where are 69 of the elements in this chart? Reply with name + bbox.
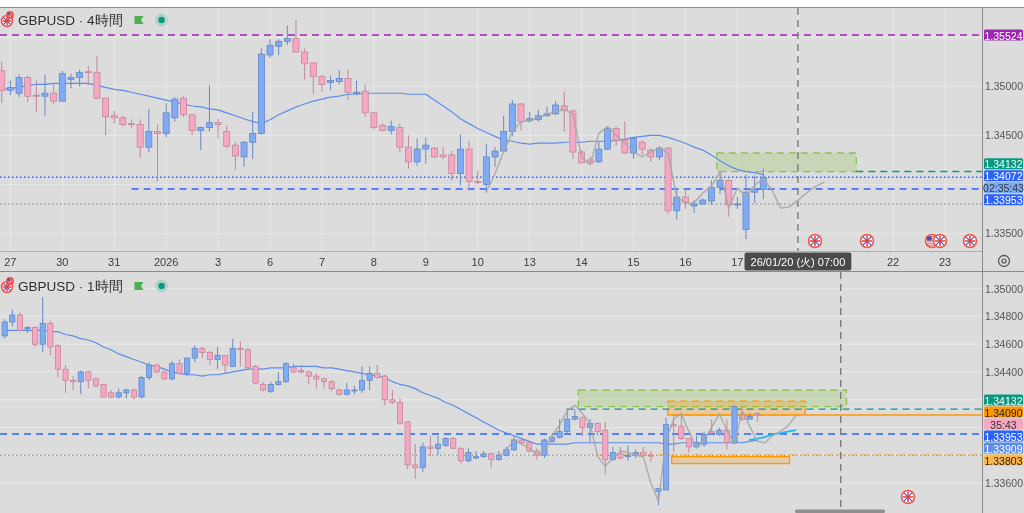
x-tick-label: 31 xyxy=(108,255,121,268)
x-tick-label: 7 xyxy=(318,255,325,268)
text: GBPUSD · 1時間 xyxy=(18,279,123,294)
candlestick xyxy=(681,188,689,210)
y-tick-label: 1.34500 xyxy=(985,129,1024,142)
candlestick xyxy=(344,69,352,101)
x-tick-label: 27 xyxy=(4,255,17,268)
x-tick-label: 8 xyxy=(370,255,377,268)
x-tick-label: 10 xyxy=(471,255,484,268)
ref-line-label: 1.33803 xyxy=(984,454,1023,467)
candlestick xyxy=(16,311,23,333)
candlestick xyxy=(517,102,525,131)
x-tick-label: 2026 xyxy=(153,255,179,268)
candlestick xyxy=(154,124,161,182)
candlestick xyxy=(647,450,654,463)
candlestick xyxy=(32,80,40,113)
y-tick-label: 1.34800 xyxy=(985,310,1024,323)
candlestick xyxy=(214,118,222,139)
candlestick xyxy=(229,338,236,367)
ref-line-label: 1.33953 xyxy=(984,430,1023,443)
x-tick-label: 22 xyxy=(887,255,900,268)
candlestick xyxy=(136,119,144,159)
candlestick xyxy=(419,442,426,473)
x-tick-label: 26/01/20 (火) 07:00 xyxy=(750,255,846,268)
candlestick xyxy=(50,82,58,105)
text: 1.33909 xyxy=(984,442,1023,455)
x-tick-label: 14 xyxy=(575,255,588,268)
ref-line-label: 1.34132 xyxy=(984,158,1023,171)
candlestick xyxy=(145,108,153,153)
candlestick xyxy=(0,61,6,104)
candlestick xyxy=(39,296,46,354)
candlestick xyxy=(24,75,32,103)
candlestick xyxy=(206,84,213,132)
candlestick xyxy=(579,415,586,437)
x-tick-label: 15 xyxy=(627,255,640,268)
candlestick xyxy=(673,189,681,221)
candlestick xyxy=(32,325,39,348)
text: 35:43 xyxy=(990,418,1017,431)
y-tick-label: 1.33600 xyxy=(985,477,1024,490)
x-tick-label: 9 xyxy=(422,255,429,268)
ref-line-label: 1.34072 xyxy=(984,170,1023,183)
x-tick-label: 17 xyxy=(731,255,744,268)
candlestick xyxy=(214,346,221,370)
chart-title: GBPUSD · 4時間 xyxy=(18,13,123,28)
text: 02:35:43 xyxy=(983,182,1024,195)
candlestick xyxy=(283,25,291,46)
y-tick-label: 1.34400 xyxy=(985,365,1024,378)
candlestick xyxy=(222,354,229,374)
candlestick xyxy=(231,141,239,171)
ref-line-label: 1.34090 xyxy=(984,406,1023,419)
candlestick xyxy=(630,136,637,160)
x-tick-label: 30 xyxy=(56,255,69,268)
candlestick xyxy=(427,435,434,458)
ref-line-label: 1.33953 xyxy=(984,194,1023,207)
line-series xyxy=(748,429,797,441)
ref-line-label: 1.35524 xyxy=(984,29,1023,42)
candlestick xyxy=(184,357,191,377)
x-tick-label: 6 xyxy=(266,255,274,268)
x-tick-label: 13 xyxy=(523,255,536,268)
y-tick-label: 1.35000 xyxy=(985,80,1024,93)
x-tick-label: 23 xyxy=(938,255,952,268)
y-tick-label: 1.34600 xyxy=(985,338,1024,351)
x-tick-label: 3 xyxy=(215,255,222,268)
y-tick-label: 1.35000 xyxy=(985,282,1024,295)
candlestick xyxy=(223,125,231,149)
x-tick-label: 16 xyxy=(679,255,692,268)
candlestick xyxy=(41,74,49,117)
y-tick-label: 1.33500 xyxy=(985,227,1024,240)
ref-line-label: 1.34132 xyxy=(984,394,1023,407)
